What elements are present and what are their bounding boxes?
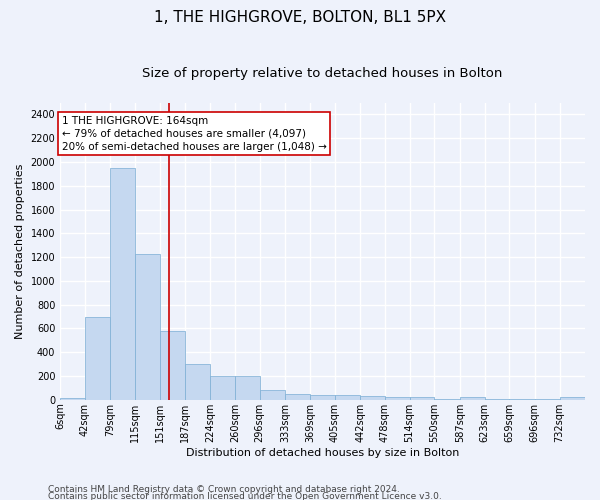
Bar <box>509 399 535 400</box>
X-axis label: Distribution of detached houses by size in Bolton: Distribution of detached houses by size … <box>186 448 459 458</box>
Bar <box>60 398 85 400</box>
Bar <box>560 398 585 400</box>
Bar <box>110 168 135 400</box>
Bar <box>210 376 235 400</box>
Bar <box>185 364 210 400</box>
Bar <box>360 396 385 400</box>
Y-axis label: Number of detached properties: Number of detached properties <box>15 164 25 339</box>
Bar <box>385 397 410 400</box>
Text: 1, THE HIGHGROVE, BOLTON, BL1 5PX: 1, THE HIGHGROVE, BOLTON, BL1 5PX <box>154 10 446 25</box>
Title: Size of property relative to detached houses in Bolton: Size of property relative to detached ho… <box>142 68 503 80</box>
Bar <box>410 398 434 400</box>
Text: Contains public sector information licensed under the Open Government Licence v3: Contains public sector information licen… <box>48 492 442 500</box>
Bar <box>160 332 185 400</box>
Bar <box>235 376 260 400</box>
Bar <box>310 395 335 400</box>
Bar <box>135 254 160 400</box>
Bar <box>260 390 285 400</box>
Text: 1 THE HIGHGROVE: 164sqm
← 79% of detached houses are smaller (4,097)
20% of semi: 1 THE HIGHGROVE: 164sqm ← 79% of detache… <box>62 116 326 152</box>
Bar <box>285 394 310 400</box>
Bar <box>460 398 485 400</box>
Text: Contains HM Land Registry data © Crown copyright and database right 2024.: Contains HM Land Registry data © Crown c… <box>48 486 400 494</box>
Bar <box>535 399 560 400</box>
Bar <box>434 399 460 400</box>
Bar <box>485 399 509 400</box>
Bar <box>335 395 360 400</box>
Bar <box>85 316 110 400</box>
